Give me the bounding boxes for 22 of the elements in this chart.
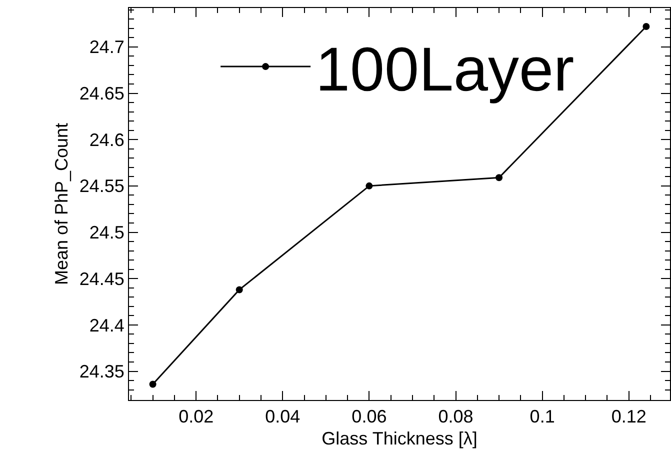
y-tick-label: 24.65 [79, 84, 124, 104]
y-tick-label: 24.35 [79, 362, 124, 382]
point [496, 174, 503, 182]
y-tick-label: 24.7 [89, 37, 124, 58]
point [642, 23, 650, 30]
x-tick-label: 0.06 [352, 406, 387, 427]
x-tick-label: 0.12 [611, 406, 646, 427]
y-tick-label: 24.45 [79, 268, 124, 289]
y-tick-label: 24.6 [89, 130, 124, 150]
y-tick-label: 24.5 [89, 222, 124, 243]
y-tick-label: 24.4 [89, 315, 124, 336]
x-tick-label: 0.02 [178, 406, 214, 427]
x-tick-label: 0.08 [438, 406, 474, 427]
y-tick-label: 24.55 [79, 176, 124, 196]
point [236, 286, 243, 294]
legend-label: 100Layer [316, 36, 574, 105]
x-axis-title: Glass Thickness [λ] [322, 428, 478, 449]
y-axis-title: Mean of PhP_Count [52, 122, 72, 286]
x-tick-label: 0.04 [265, 406, 300, 427]
point [366, 182, 373, 190]
x-tick-label: 0.1 [530, 406, 555, 427]
point [149, 380, 156, 388]
